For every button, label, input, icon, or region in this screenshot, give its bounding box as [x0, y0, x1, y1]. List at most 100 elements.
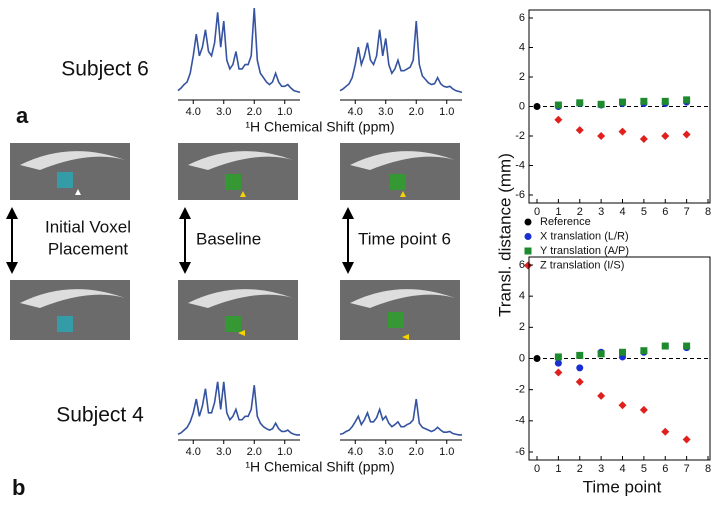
arrowhead [400, 191, 406, 197]
point [597, 350, 605, 358]
y-tick-label: -4 [515, 159, 525, 171]
x-tick-label: 1 [555, 206, 561, 218]
x-tick-label: 4.0 [186, 446, 201, 458]
point [576, 364, 584, 372]
x-tick-label: 1.0 [277, 446, 292, 458]
x-tick-label: 1 [555, 463, 561, 475]
x-tick-label: 3.0 [216, 106, 231, 118]
x-tick-label: 1.0 [439, 106, 454, 118]
spectrum [339, 20, 463, 94]
arrowhead [402, 334, 409, 340]
arrowhead [240, 191, 246, 197]
point [640, 97, 648, 105]
x-tick-label: 7 [684, 206, 690, 218]
x-tick-label: 2.0 [247, 446, 262, 458]
x-tick-label: 0 [534, 463, 540, 475]
legend-label: Reference [540, 216, 591, 228]
x-tick-label: 4.0 [348, 446, 363, 458]
voxel [225, 316, 241, 332]
row-label: Initial Voxel [45, 217, 131, 236]
y-tick-label: 4 [519, 41, 525, 53]
voxel [57, 172, 73, 188]
subject-label: Subject 6 [61, 58, 149, 81]
spectrum [339, 398, 462, 436]
column-label: Baseline [196, 229, 261, 248]
x-tick-label: 6 [662, 463, 668, 475]
legend-marker [524, 218, 532, 226]
y-tick-label: 6 [519, 12, 525, 24]
point [619, 348, 626, 356]
brain-structure [350, 151, 455, 170]
point [639, 134, 648, 143]
x-tick-label: 3.0 [378, 106, 393, 118]
legend-marker [524, 247, 532, 255]
mri-images [10, 143, 460, 340]
x-tick-label: 2 [577, 463, 583, 475]
point [554, 115, 563, 124]
point [682, 130, 691, 139]
x-tick-label: 6 [662, 206, 668, 218]
point [575, 126, 584, 135]
point [619, 98, 626, 106]
legend-marker [524, 233, 532, 240]
y-tick-label: -2 [515, 384, 525, 396]
x-axis-label: ¹H Chemical Shift (ppm) [245, 459, 394, 475]
point [661, 342, 669, 350]
spectrum [177, 381, 300, 436]
y-tick-label: -6 [515, 189, 525, 201]
column-label: Time point 6 [358, 229, 451, 248]
y-tick-label: 2 [519, 321, 525, 333]
x-tick-label: 4 [619, 206, 625, 218]
x-tick-label: 2.0 [409, 106, 424, 118]
x-tick-label: 4.0 [186, 106, 201, 118]
x-tick-label: 0 [534, 206, 540, 218]
spectrum [177, 7, 301, 94]
x-tick-label: 4 [619, 463, 625, 475]
x-tick-label: 3 [598, 206, 604, 218]
point [533, 103, 541, 110]
row-label: Placement [48, 239, 129, 258]
point [597, 100, 605, 108]
x-tick-label: 2.0 [409, 446, 424, 458]
x-axis-label: ¹H Chemical Shift (ppm) [245, 119, 394, 135]
brain-structure [20, 151, 125, 170]
point [575, 377, 584, 386]
x-tick-label: 3.0 [216, 446, 231, 458]
brain-structure [188, 151, 293, 170]
legend-label: Z translation (I/S) [540, 259, 624, 271]
point [618, 401, 627, 410]
x-tick-label: 3 [598, 463, 604, 475]
x-tick-label: 8 [705, 206, 711, 218]
point [597, 391, 606, 400]
point [640, 347, 648, 355]
x-tick-label: 4.0 [348, 106, 363, 118]
x-tick-label: 2.0 [247, 106, 262, 118]
point [554, 359, 562, 367]
mri-image [340, 280, 460, 340]
voxel [57, 316, 73, 332]
point [661, 427, 670, 436]
point [661, 97, 669, 105]
y-tick-label: 0 [519, 100, 525, 112]
y-tick-label: 6 [519, 259, 525, 271]
point [683, 342, 691, 350]
point [683, 96, 691, 104]
y-tick-label: -6 [515, 446, 525, 458]
y-axis-label: Transl. distance (mm) [495, 153, 514, 317]
y-tick-label: 2 [519, 71, 525, 83]
point [554, 368, 563, 377]
x-tick-label: 5 [641, 206, 647, 218]
x-tick-label: 3.0 [378, 446, 393, 458]
y-tick-label: -4 [515, 415, 525, 427]
panel-label: b [12, 475, 25, 500]
brain-structure [188, 289, 293, 308]
point [597, 132, 606, 140]
point [554, 101, 562, 109]
x-tick-label: 5 [641, 463, 647, 475]
voxel [390, 174, 406, 190]
panel-label: a [16, 103, 29, 128]
x-tick-label: 2 [577, 206, 583, 218]
arrowhead [75, 189, 81, 195]
